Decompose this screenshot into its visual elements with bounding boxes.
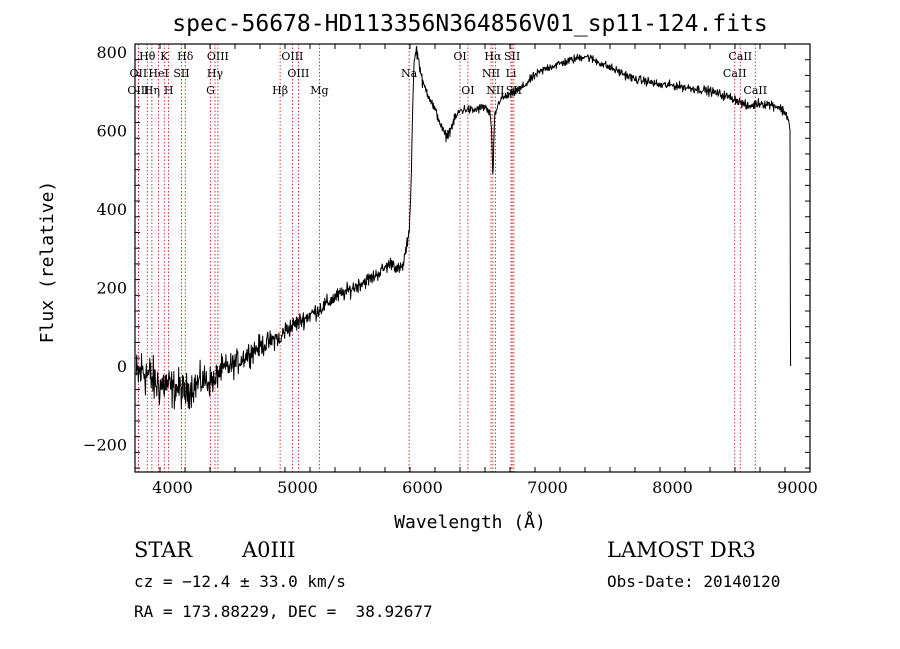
line-marker-label-14: Hβ [272,84,288,97]
coordinates-text: RA = 173.88229, DEC = 38.92677 [134,602,433,621]
x-tick-label-5: 9000 [777,478,818,497]
line-marker-label-22: Li [506,67,517,80]
line-marker-label-25: CaII [728,50,752,63]
line-marker-label-13: OIII [287,67,309,80]
x-tick-label-2: 6000 [402,478,443,497]
axes: 4000 5000 6000 7000 8000 9000 −200 0 200 400 600 80… [83,43,818,497]
line-marker-label-1: OII [130,67,148,80]
survey-label: LAMOST DR3 [607,538,756,562]
line-marker-label-12: OIII [281,50,303,63]
y-tick-label-1: 0 [117,357,127,376]
spectrum-series [135,46,792,410]
line-marker-label-26: CaII [723,67,747,80]
star-class: STAR [134,538,193,562]
chart-title: spec-56678-HD113356N364856V01_sp11-124.f… [172,11,767,37]
line-marker-label-11: G [206,84,215,97]
line-marker-label-23: NII [486,84,504,97]
line-marker-label-4: HeI [148,67,168,80]
line-marker-label-27: CaII [743,84,767,97]
y-tick-label-2: 200 [96,278,127,297]
line-marker-label-10: Hγ [207,67,224,80]
line-marker-label-8: Hδ [177,50,194,63]
marker-labels: Hθ OII OIII K HeI Hη H SII Hδ OIII Hγ G OIII OIII Hβ Mg… [127,50,767,97]
line-marker-label-3: K [160,50,169,63]
line-marker-label-6: H [164,84,174,97]
line-markers [137,44,756,472]
line-marker-label-20: SII [504,50,520,63]
line-marker-label-19: Hα [484,50,502,63]
x-tick-label-1: 5000 [277,478,318,497]
y-tick-label-3: 400 [96,200,127,219]
line-marker-label-18: OI [461,84,474,97]
line-marker-label-7: SII [173,67,189,80]
line-marker-label-9: OIII [207,50,229,63]
y-tick-label-4: 600 [96,121,127,140]
star-subclass: A0III [242,538,296,562]
plot-frame [134,43,811,473]
y-tick-label-5: 800 [96,43,127,62]
x-tick-label-3: 7000 [527,478,568,497]
y-tick-label-0: −200 [83,436,127,455]
spectrum-line [135,46,792,410]
line-marker-label-21: NII [482,67,500,80]
x-axis-label: Wavelength (Å) [394,511,546,533]
line-marker-label-5: Hη [144,84,160,97]
line-marker-label-2: OIII [127,84,149,97]
x-tick-label-0: 4000 [152,478,193,497]
line-marker-label-16: Na [401,67,418,80]
line-marker-label-17: OI [453,50,466,63]
line-marker-label-15: Mg [310,84,328,97]
line-marker-label-24: SII [506,84,522,97]
obs-date-text: Obs-Date: 20140120 [607,572,781,591]
line-marker-label-0: Hθ [139,50,156,63]
x-tick-label-4: 8000 [652,478,693,497]
redshift-text: cz = −12.4 ± 33.0 km/s [134,572,346,591]
y-axis-label: Flux (relative) [37,181,58,344]
